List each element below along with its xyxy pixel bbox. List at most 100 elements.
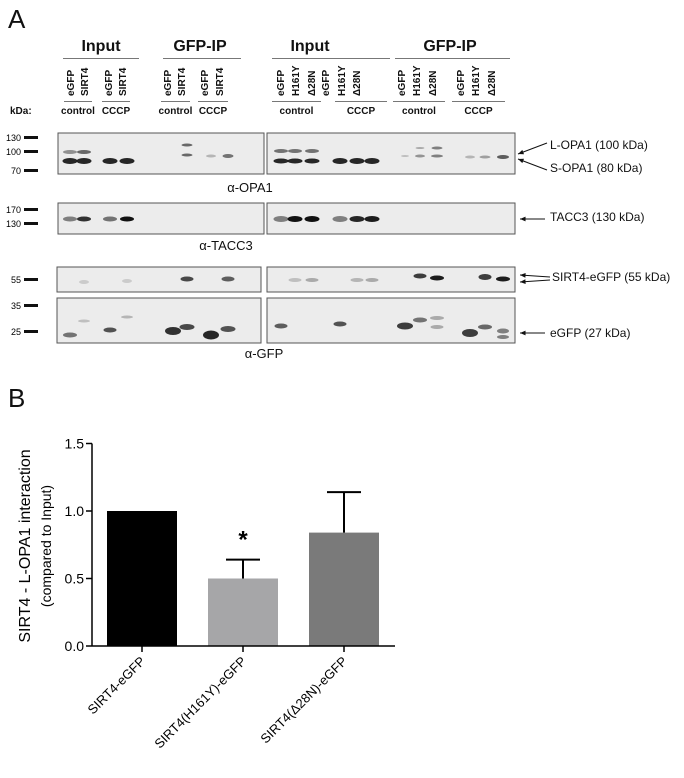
y-tick-label: 1.0 (65, 503, 85, 519)
marker-tick (24, 278, 38, 281)
blot-band (333, 321, 347, 327)
blot-band (364, 158, 380, 164)
y-axis-label-2: (compared to Input) (38, 485, 54, 607)
kda-label: kDa: (10, 106, 32, 117)
arrow-head-icon (520, 216, 526, 222)
blot-band (77, 150, 91, 154)
blot-band (413, 273, 427, 279)
blot-band (288, 149, 302, 153)
blot-band (304, 158, 320, 164)
blot-band (78, 319, 90, 323)
blot-band (63, 332, 77, 338)
blot-band (273, 216, 289, 222)
blot-band (180, 276, 194, 282)
blot-band (431, 154, 443, 158)
divider (63, 58, 139, 59)
y-tick-label: 0.5 (65, 571, 85, 587)
blot-band (430, 325, 444, 329)
bar (208, 578, 278, 646)
blot-band (62, 158, 78, 164)
bar (309, 532, 379, 646)
blot-band (397, 322, 413, 330)
blot-band (478, 324, 492, 330)
divider (335, 101, 387, 102)
blot-membrane (266, 266, 516, 293)
blot-band (179, 324, 195, 330)
western-blots: 130 100 70 170 130 55 35 25 (6, 132, 551, 344)
blot-band (119, 158, 135, 164)
blot-band (63, 216, 77, 222)
annotation-s-opa1: S-OPA1 (80 kDa) (550, 161, 643, 175)
blot-band (305, 278, 319, 282)
panel-b-label: B (8, 383, 26, 413)
blot-band (413, 317, 427, 323)
blot-membrane (56, 297, 262, 344)
blot-band (103, 327, 117, 333)
divider (198, 101, 228, 102)
divider (102, 101, 130, 102)
blot-band (206, 154, 216, 158)
arrow-head-icon (520, 279, 526, 284)
blot-band (497, 328, 509, 334)
y-tick-label: 1.5 (65, 436, 85, 452)
blot-band (288, 278, 302, 282)
bar-chart: SIRT4 - L-OPA1 interaction (compared to … (17, 436, 395, 752)
arrow-head-icon (518, 158, 524, 164)
marker-tick (24, 208, 38, 211)
blot-band (496, 276, 510, 282)
blot-membrane (266, 202, 516, 235)
blot-band (274, 149, 288, 153)
divider (161, 101, 190, 102)
antibody-opa1: α-OPA1 (227, 180, 273, 195)
blot-band (221, 276, 235, 282)
condition-label: CCCP (198, 106, 228, 117)
blot-band (415, 147, 425, 149)
blot-band (63, 150, 77, 154)
marker-tick (24, 150, 38, 153)
blot-band (497, 155, 509, 159)
blot-band (220, 326, 236, 332)
blot-band (497, 335, 509, 339)
header-input-left: Input (81, 38, 121, 55)
header-input-right: Input (290, 38, 330, 55)
blot-band (165, 327, 181, 335)
x-tick-label: SIRT4(H161Y)-eGFP (151, 654, 249, 752)
marker-label: 70 (11, 166, 21, 176)
bar (107, 511, 177, 646)
condition-label: CCCP (346, 106, 376, 117)
blot-band (462, 329, 478, 337)
x-tick-label: SIRT4(Δ28N)-eGFP (257, 654, 350, 747)
marker-tick (24, 330, 38, 333)
blot-band (332, 216, 348, 222)
condition-label: control (158, 106, 193, 117)
arrow-head-icon (518, 149, 524, 155)
marker-tick (24, 222, 38, 225)
blot-band (102, 158, 118, 164)
divider (163, 58, 241, 59)
blot-band (305, 149, 319, 153)
blot-band (76, 158, 92, 164)
blot-band (479, 155, 491, 159)
header-gfp-ip-right: GFP-IP (423, 38, 477, 55)
blot-band (181, 153, 193, 157)
significance-marker: * (238, 527, 248, 554)
marker-tick (24, 169, 38, 172)
blot-band (350, 278, 364, 282)
blot-band (415, 154, 425, 158)
blot-band (349, 158, 365, 164)
blot-band (222, 154, 234, 158)
marker-label: 55 (11, 275, 21, 285)
blot-band (364, 216, 380, 222)
blot-membrane (266, 297, 516, 344)
marker-label: 170 (6, 205, 21, 215)
blot-band (120, 216, 134, 222)
divider (272, 58, 390, 59)
condition-label: control (61, 106, 95, 117)
blot-band (430, 316, 444, 320)
y-axis-label: SIRT4 - L-OPA1 interaction (17, 449, 34, 642)
blot-band (430, 275, 444, 281)
arrow-head-icon (520, 273, 526, 278)
marker-tick (24, 136, 38, 139)
blot-band (332, 158, 348, 164)
